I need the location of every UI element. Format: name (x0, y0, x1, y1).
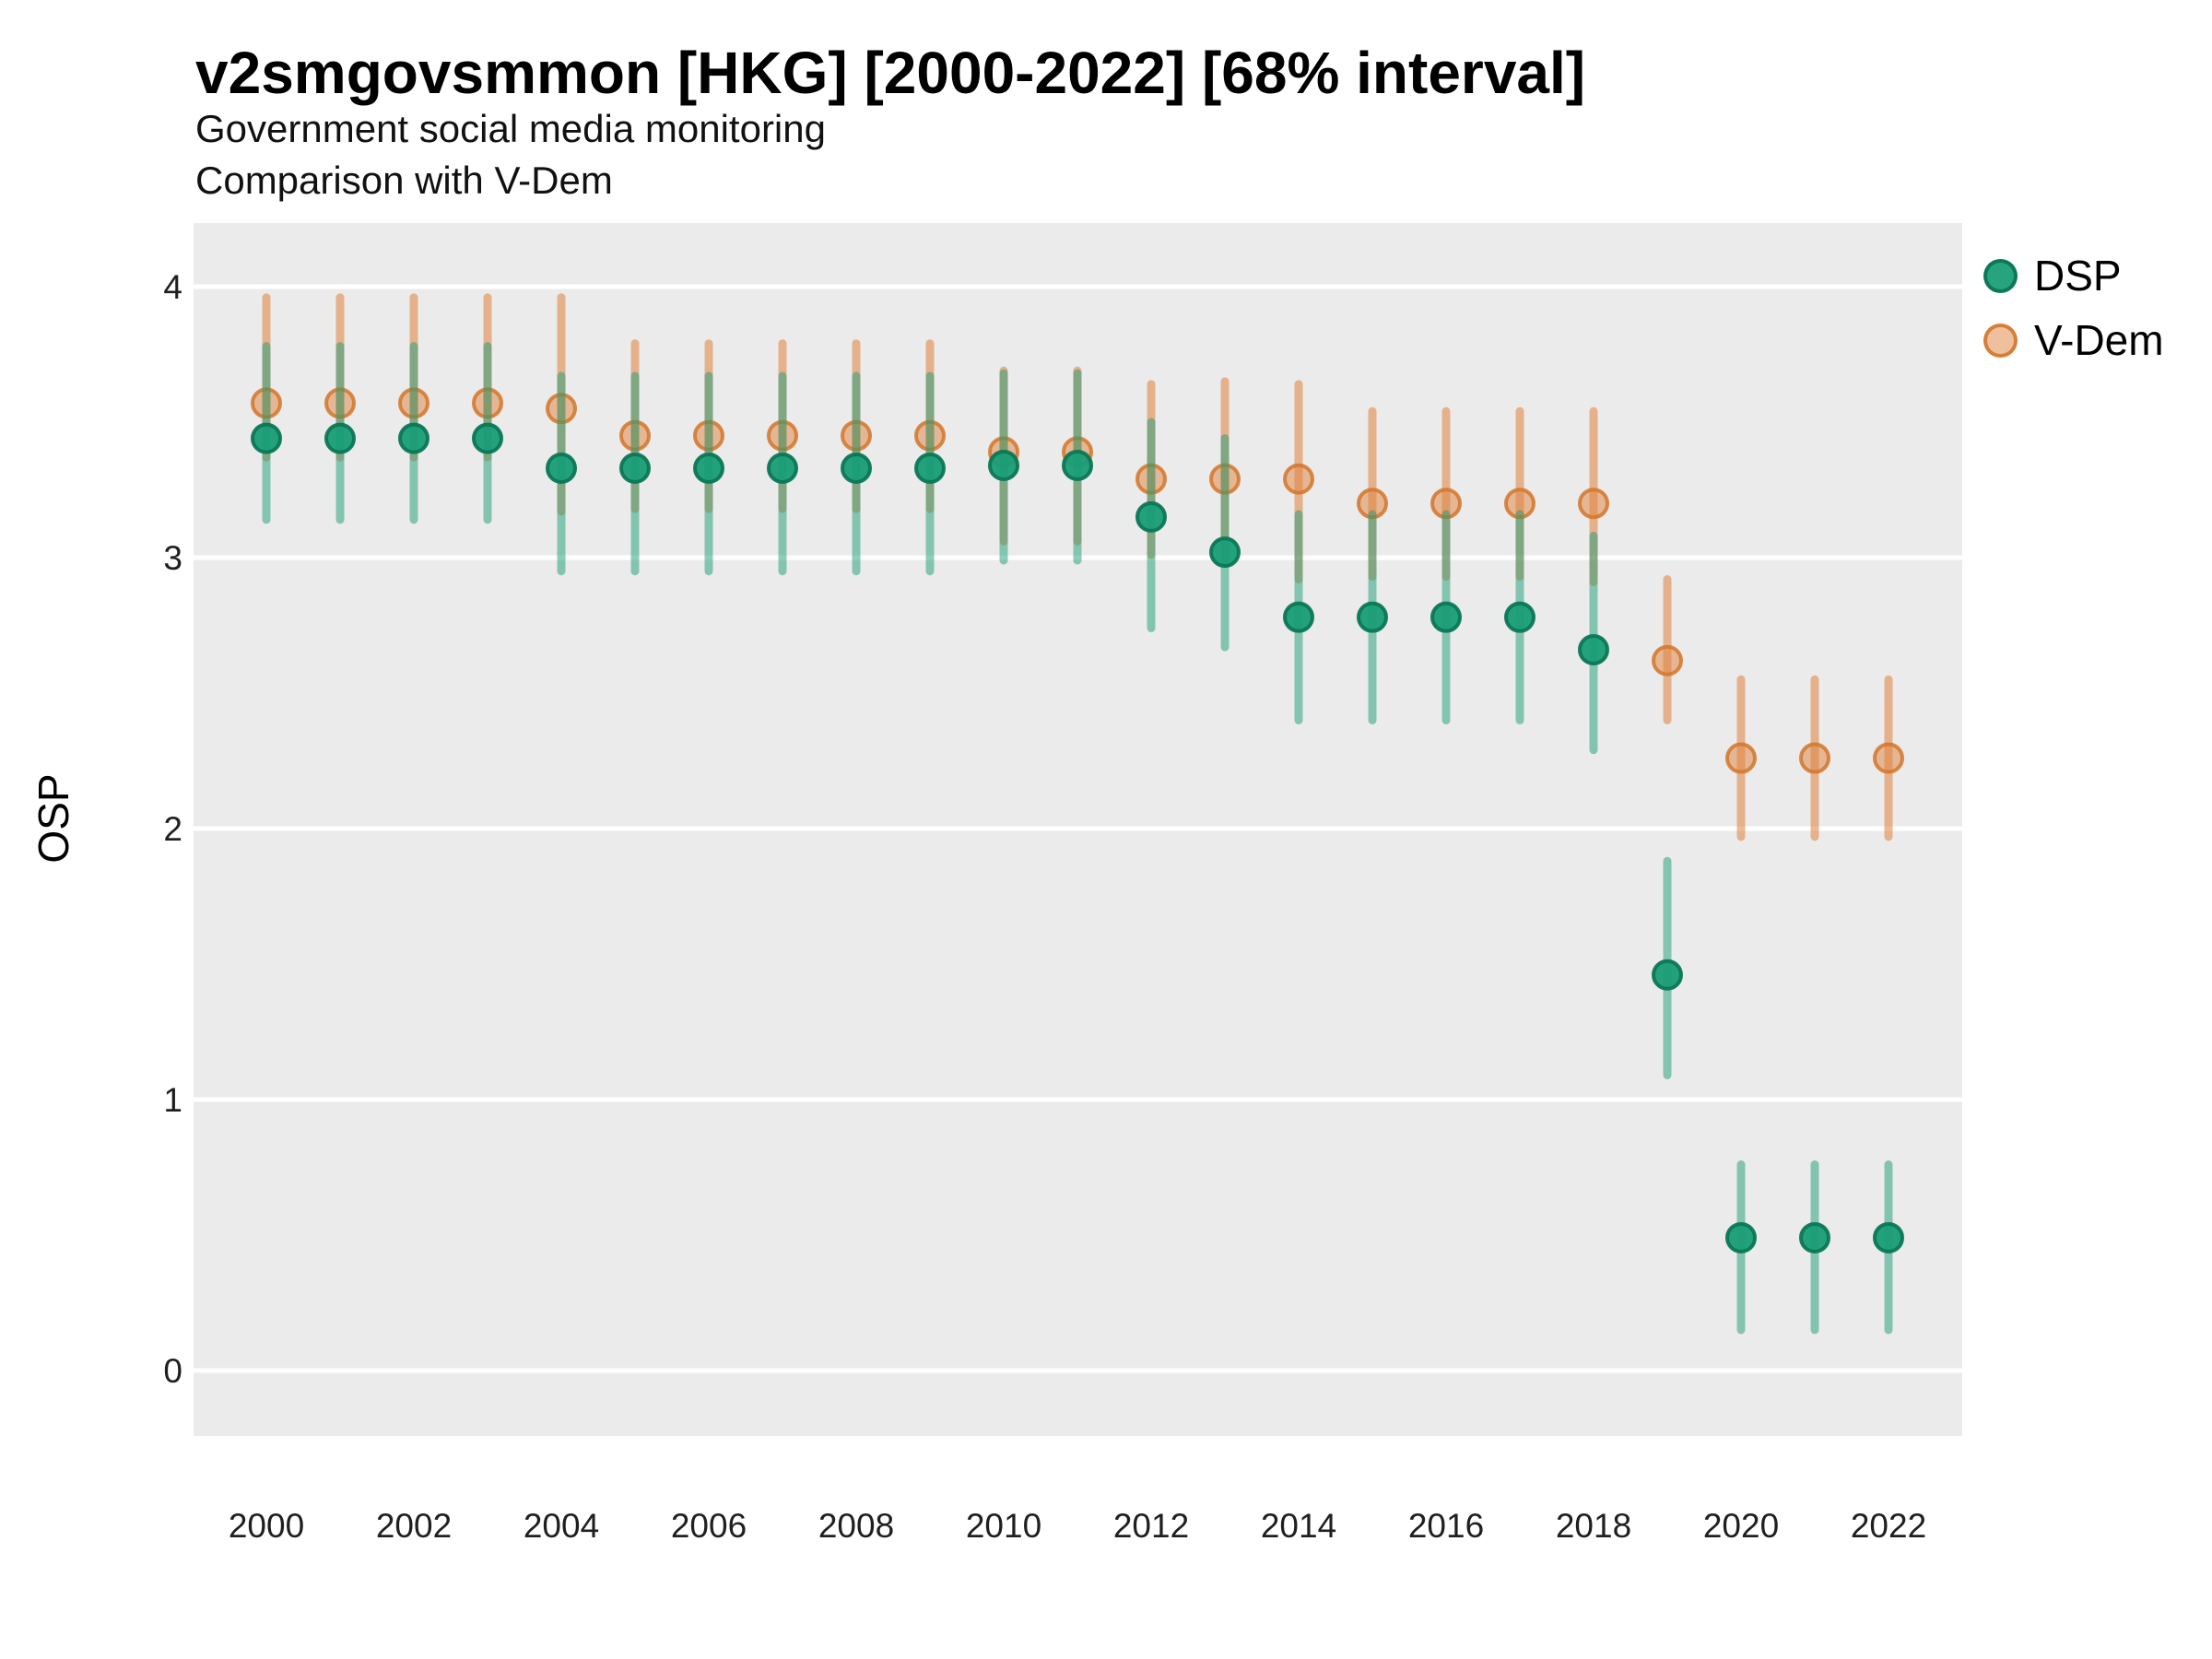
y-axis-title: OSP (29, 773, 77, 864)
vdem-legend-dot-icon (1983, 323, 2018, 358)
dsp-point-2014 (1283, 601, 1314, 633)
dsp-point-2005 (619, 452, 651, 484)
dsp-point-2022 (1873, 1221, 1904, 1253)
dsp-point-2020 (1725, 1221, 1757, 1253)
dsp-point-2012 (1135, 500, 1167, 533)
dsp-legend-dot-icon (1983, 258, 2018, 293)
dsp-point-2002 (398, 422, 429, 454)
dsp-point-2018 (1578, 633, 1609, 665)
legend-item-vdem: V-Dem (1983, 315, 2164, 365)
vdem-point-2019 (1652, 644, 1683, 677)
chart-subtitle-line1: Government social media monitoring (195, 107, 826, 150)
dsp-point-2015 (1357, 601, 1388, 633)
y-tick-label-4: 4 (163, 268, 182, 306)
dsp-point-2006 (693, 452, 724, 484)
x-tick-label-2014: 2014 (1261, 1507, 1336, 1545)
dsp-point-2009 (914, 452, 946, 484)
x-tick-label-2002: 2002 (376, 1507, 452, 1545)
legend-item-dsp: DSP (1983, 251, 2164, 300)
y-tick-label-2: 2 (163, 810, 182, 848)
legend-label-dsp: DSP (2034, 252, 2122, 300)
dsp-point-2001 (324, 422, 356, 454)
vdem-point-2021 (1799, 742, 1830, 774)
chart-title: v2smgovsmmon [HKG] [2000-2022] [68% inte… (195, 40, 1586, 106)
x-tick-label-2000: 2000 (229, 1507, 304, 1545)
x-tick-label-2012: 2012 (1113, 1507, 1189, 1545)
x-tick-label-2004: 2004 (524, 1507, 599, 1545)
x-tick-label-2016: 2016 (1408, 1507, 1484, 1545)
vdem-point-2022 (1873, 742, 1904, 774)
dsp-point-2003 (472, 422, 503, 454)
legend: DSP V-Dem (1983, 251, 2164, 365)
dsp-point-2008 (841, 452, 872, 484)
dsp-point-2013 (1209, 536, 1241, 569)
dsp-point-2016 (1430, 601, 1462, 633)
legend-label-vdem: V-Dem (2034, 316, 2164, 364)
x-tick-label-2020: 2020 (1703, 1507, 1779, 1545)
dsp-point-2019 (1652, 959, 1683, 991)
y-tick-label-1: 1 (163, 1081, 182, 1119)
dsp-point-2007 (767, 452, 798, 484)
dsp-point-2021 (1799, 1221, 1830, 1253)
x-tick-label-2018: 2018 (1556, 1507, 1631, 1545)
dsp-point-2011 (1062, 450, 1093, 482)
x-tick-label-2006: 2006 (671, 1507, 747, 1545)
x-tick-label-2008: 2008 (818, 1507, 894, 1545)
dsp-point-2010 (988, 450, 1019, 482)
vdem-point-2020 (1725, 742, 1757, 774)
vdem-point-2018 (1578, 488, 1609, 520)
x-tick-label-2010: 2010 (966, 1507, 1041, 1545)
dsp-point-2000 (251, 422, 282, 454)
y-tick-label-0: 0 (163, 1352, 182, 1390)
x-tick-label-2022: 2022 (1851, 1507, 1926, 1545)
y-tick-label-3: 3 (163, 539, 182, 577)
vdem-point-2014 (1283, 463, 1314, 495)
chart-subtitle-line2: Comparison with V-Dem (195, 159, 613, 202)
dsp-point-2004 (546, 452, 577, 484)
dsp-point-2017 (1504, 601, 1535, 633)
